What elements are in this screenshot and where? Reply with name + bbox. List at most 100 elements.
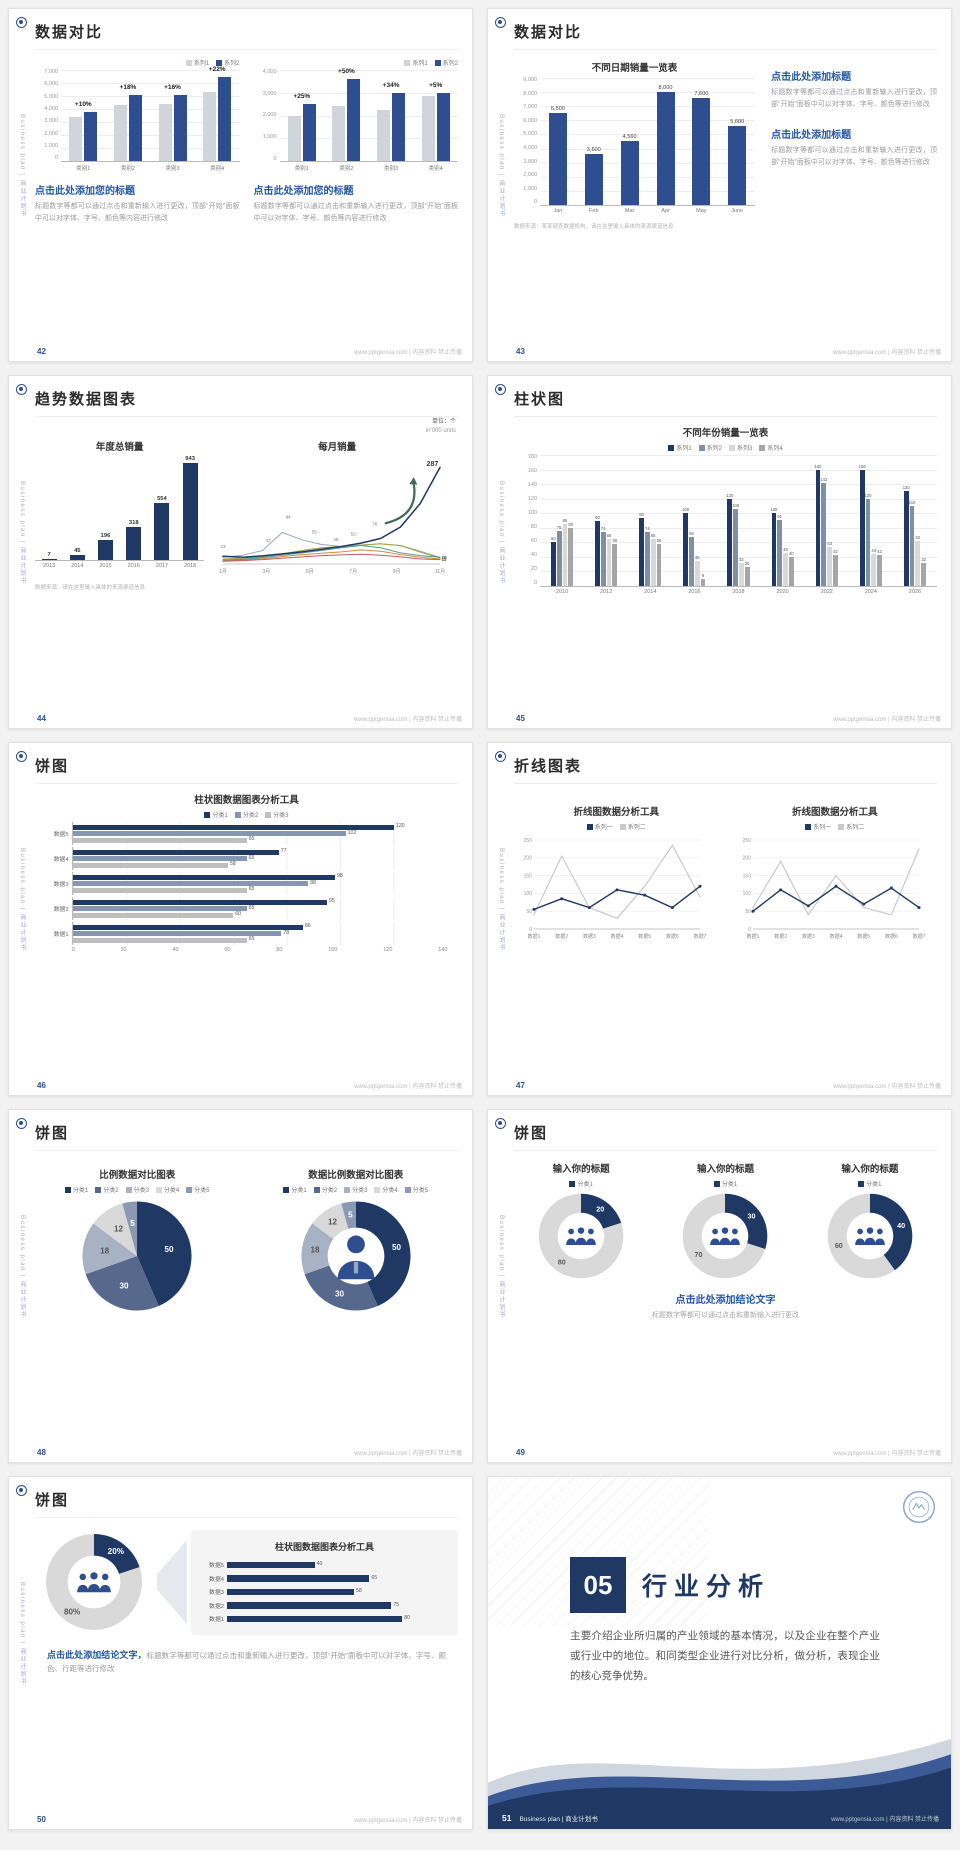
lg-label: 分类1 [291,1188,307,1194]
c-barwrap: 159 [858,455,866,586]
footer-watermark: www.pptgensia.com | 内容资料 禁止传播 [354,350,462,356]
side-caption: Business plan | 商业计划书 [498,114,504,218]
c-bar [600,532,606,586]
c-yaxis: 7,000 6,000 5,000 4,000 3,000 2,000 1,000 0 [35,69,61,162]
c-bar [347,79,361,161]
svg-text:数据6: 数据6 [666,933,679,940]
chart-title: 数据比例数据对比图表 [308,1170,404,1181]
lg-item: 系列3 [729,443,752,452]
footer-watermark: www.pptgensia.com | 内容资料 禁止传播 [831,1817,939,1823]
svg-text:150: 150 [524,873,533,879]
c-blabel: 106 [732,502,740,508]
svg-text:12: 12 [328,1217,338,1226]
svg-text:5: 5 [348,1211,353,1220]
lg-sw [216,59,223,66]
c-barwrap: 53 [827,455,832,586]
slide-title: 饼图 [35,755,458,784]
c-xlabel: 2013 [42,563,56,569]
c-xlabel: 类别1 [294,166,309,172]
slide-46[interactable]: Business plan | 商业计划书 饼图 柱状图数据图表分析工具 分类1… [8,742,473,1096]
lg-item: 分类3 [125,1185,149,1194]
c-blabel: 45 [74,548,81,555]
h-line: 80 [227,1615,446,1622]
c-ytick: 0 [273,155,277,162]
c-ytick: 3,000 [262,90,277,97]
c-grid [540,120,756,122]
content-layout: 不同日期销量一览表 9,000 8,000 7,000 6,000 5,000 4,000… [514,58,937,230]
h-row: 数据2 75 [203,1600,446,1612]
c-bar [728,125,747,205]
slide-44[interactable]: Business plan | 商业计划书 趋势数据图表 单位：个 in'000… [8,375,473,729]
lg-label: 系列二 [846,825,865,831]
left-column: 系列1 系列2 7,000 6,000 5,000 4,000 3,000 2,000 1,0… [35,58,240,224]
h-line: 58 [227,1588,446,1595]
svg-text:200: 200 [742,856,751,862]
c-grid [61,109,240,110]
c-bar [694,560,700,586]
svg-text:0: 0 [748,927,751,933]
slide-45[interactable]: Business plan | 商业计划书 柱状图 不同年份销量一览表 系列1 系… [487,375,952,729]
footer-watermark: www.pptgensia.com | 内容资料 禁止传播 [354,1084,462,1090]
lg-sw [698,444,705,451]
c-ytick: 5,000 [44,93,58,100]
c-barwrap: 3,600 [584,78,603,205]
svg-text:100: 100 [742,891,751,897]
h-bar [227,1588,355,1595]
c-bars: 100 68 35 9 [672,455,716,586]
slide-42[interactable]: Business plan | 商业计划书 数据对比 系列1 系列2 7,000 6… [8,8,473,362]
pie-chart-area: 比例数据对比图表 分类1 分类2 分类3 分类4 分类5 50 30 18 12 5 [35,1165,240,1314]
c-barwrap: 68 [689,455,694,586]
side-caption: Business plan | 商业计划书 [19,114,25,218]
slide-51[interactable]: 05 行业分析 主要介绍企业所归属的产业领域的基本情况，以及企业在整个产业或行业… [487,1476,952,1830]
h-line: 65 [227,1575,446,1582]
slide-side-rail: Business plan | 商业计划书 [488,9,514,361]
slide-50[interactable]: Business plan | 商业计划书 饼图 20% 80% 柱状图数据图表分… [8,1476,473,1830]
h-line: 65 [72,905,448,911]
h-line: 120 [72,824,448,830]
c-bars: 6,500 [540,78,576,205]
c-barwrap: 142 [820,455,827,586]
h-bar [72,837,247,843]
c-group: 100 68 35 9 [672,455,716,586]
c-groups: 60 75 85 80 90 74 65 58 93 74 65 58 100 68 35 9 120 106 32… [540,455,937,586]
c-blabel: 60 [551,536,556,542]
svg-text:100: 100 [524,891,533,897]
c-bar [548,113,567,205]
h-row: 数据3 98 88 65 [46,872,448,895]
c-blabel: 42 [877,549,882,555]
c-grid [540,176,756,178]
svg-text:数据3: 数据3 [802,933,815,940]
c-bar [556,531,562,586]
c-group: 4,560 [612,78,648,205]
lg-label: 分类3 [352,1188,368,1194]
h-val: 75 [393,1601,400,1608]
c-blabel: 74 [645,526,650,532]
c-blabel: 159 [858,464,866,470]
slide-43[interactable]: Business plan | 商业计划书 数据对比 不同日期销量一览表 9,0… [487,8,952,362]
c-barwrap [332,70,346,161]
slide-49[interactable]: Business plan | 商业计划书 饼图 输入你的标题 分类1 20 80… [487,1109,952,1463]
h-val: 98 [336,873,343,880]
c-wrap: 9,000 8,000 7,000 6,000 5,000 4,000 3,000 2,000… [514,77,756,214]
c-barwrap [113,70,127,161]
c-barwrap: 106 [732,455,740,586]
lg-item: 分类3 [344,1185,367,1194]
svg-text:18: 18 [310,1245,320,1254]
footer-watermark: www.pptgensia.com | 内容资料 禁止传播 [833,1084,941,1090]
slide-body: 饼图 输入你的标题 分类1 20 80 输入你的标题 分类1 30 70 输入你的标… [514,1122,937,1440]
h-val: 65 [248,836,255,843]
c-blabel: 80 [568,521,574,527]
slide-48[interactable]: Business plan | 商业计划书 饼图 比例数据对比图表 分类1 分类2… [8,1109,473,1463]
c-xlabel: 2017 [155,563,169,569]
data-source-note: 数据来源：请在这里输入具体的来源渠道信息 [35,585,146,591]
c-group: 8,000 [648,78,684,205]
h-zone: 77 65 58 [71,847,448,870]
c-blabel: 65 [606,532,612,538]
slide-47[interactable]: Business plan | 商业计划书 折线图表 折线图数据分析工具 系列一… [487,742,952,1096]
h-row: 数据5 40 [203,1559,446,1571]
c-group: 6,500 [540,78,576,205]
slide-body: 折线图表 折线图数据分析工具 系列一 系列二 250 200 150 100 50 0 数据1… [514,755,937,1073]
slide-footer: 45 www.pptgensia.com | 内容资料 禁止传播 [516,714,941,723]
c-barwrap: 93 [639,455,644,586]
c-rightcol: +10% +18% +16% +22% 类别1 类别2 类别3 类别4 [61,66,240,172]
